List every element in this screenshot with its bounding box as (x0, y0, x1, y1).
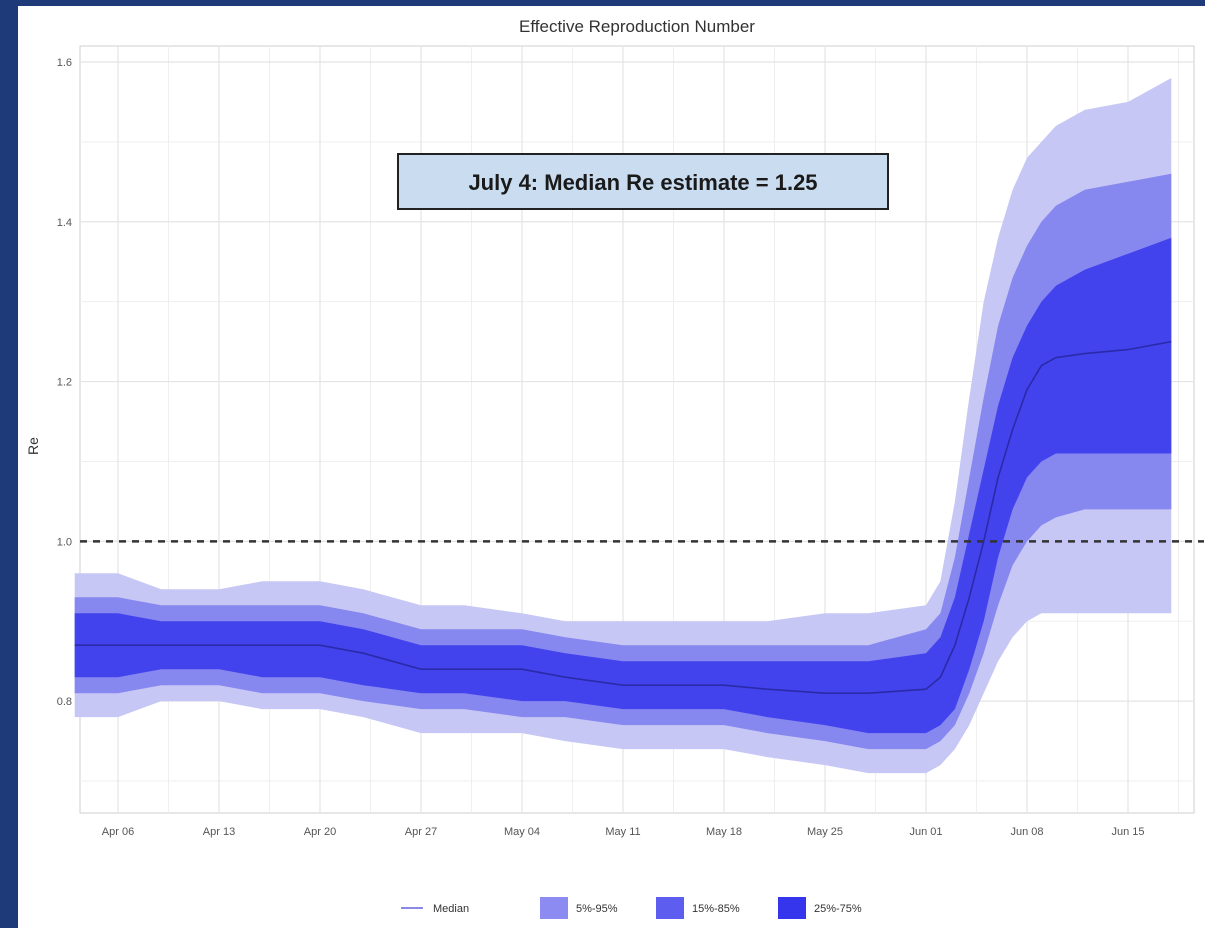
legend-25-75-swatch (778, 897, 806, 919)
axes: 0.8 1.0 1.2 1.4 1.6 Apr 06 Apr 13 Apr 20 Apr 27 M… (57, 57, 1145, 838)
band-25-75 (74, 237, 1172, 734)
legend-15-85-label: 15%-85% (692, 903, 740, 915)
band-15-85 (74, 173, 1172, 750)
legend-5-95-swatch (540, 897, 568, 919)
x-tick-label: May 18 (706, 826, 742, 838)
legend-25-75-label: 25%-75% (814, 903, 862, 915)
x-tick-label: May 04 (504, 826, 540, 838)
y-tick-label: 0.8 (57, 696, 72, 708)
annotation-box: July 4: Median Re estimate = 1.25 (397, 153, 889, 210)
x-tick-label: May 11 (605, 826, 640, 838)
re-chart: Effective Reproduction Number 0.8 1.0 1.2 1… (25, 17, 1204, 919)
chart-title: Effective Reproduction Number (519, 17, 755, 36)
x-tick-label: Jun 08 (1010, 826, 1043, 838)
y-axis-title: Re (25, 437, 41, 455)
x-tick-label: May 25 (807, 826, 843, 838)
x-tick-label: Jun 01 (909, 826, 942, 838)
x-tick-label: Jun 15 (1111, 826, 1144, 838)
y-tick-label: 1.0 (57, 536, 72, 548)
y-tick-label: 1.6 (57, 57, 72, 69)
band-5-95 (74, 78, 1172, 774)
x-tick-label: Apr 20 (304, 826, 336, 838)
legend-15-85-swatch (656, 897, 684, 919)
lines (74, 340, 1204, 694)
x-tick-label: Apr 13 (203, 826, 235, 838)
x-tick-label: Apr 06 (102, 826, 134, 838)
legend: Median 5%-95% 15%-85% 25%-75% (401, 897, 862, 919)
median-line (74, 340, 1172, 694)
x-tick-label: Apr 27 (405, 826, 437, 838)
y-tick-label: 1.2 (57, 377, 72, 389)
annotation-rect (397, 153, 889, 210)
chart-frame: Effective Reproduction Number 0.8 1.0 1.2 1… (18, 6, 1205, 928)
annotation-text: July 4: Median Re estimate = 1.25 (468, 170, 817, 195)
bands (74, 78, 1172, 774)
legend-median-label: Median (433, 903, 469, 915)
y-tick-label: 1.4 (57, 217, 72, 229)
legend-5-95-label: 5%-95% (576, 903, 618, 915)
